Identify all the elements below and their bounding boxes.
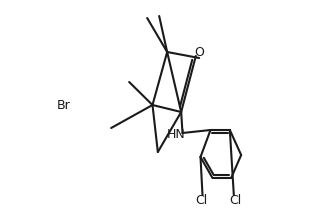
Text: Cl: Cl: [195, 194, 208, 207]
Text: HN: HN: [167, 127, 186, 140]
Text: O: O: [194, 46, 204, 59]
Text: Br: Br: [57, 99, 70, 112]
Text: Cl: Cl: [229, 194, 242, 207]
